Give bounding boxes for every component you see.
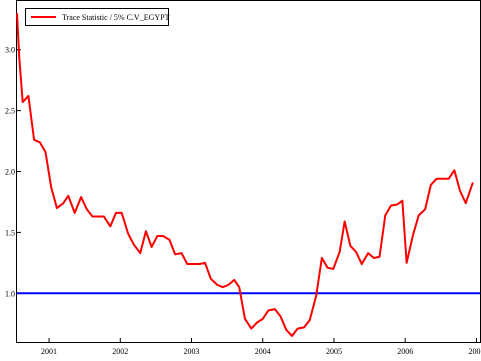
x-tick-label: 2001 <box>41 347 57 356</box>
y-tick-label: 1.0 <box>5 289 15 298</box>
y-tick-label: 2.5 <box>5 107 15 116</box>
x-tick-label: 2002 <box>112 347 128 356</box>
series-line-trace-statistic <box>16 13 474 337</box>
legend-box <box>25 8 169 26</box>
plot-frame <box>16 0 481 343</box>
x-tick-label: 2005 <box>326 347 342 356</box>
legend-label-trace-statistic: Trace Statistic / 5% C.V_EGYPT <box>62 13 170 22</box>
x-tick-label: 2006 <box>397 347 413 356</box>
x-tick-label: 2004 <box>255 347 271 356</box>
x-tick-label: 2007 <box>468 347 481 356</box>
legend: Trace Statistic / 5% C.V_EGYPT <box>25 8 170 26</box>
y-tick-label: 2.0 <box>5 168 15 177</box>
y-tick-label: 3.0 <box>5 46 15 55</box>
x-tick-label: 2003 <box>184 347 200 356</box>
y-tick-label: 1.5 <box>5 228 15 237</box>
